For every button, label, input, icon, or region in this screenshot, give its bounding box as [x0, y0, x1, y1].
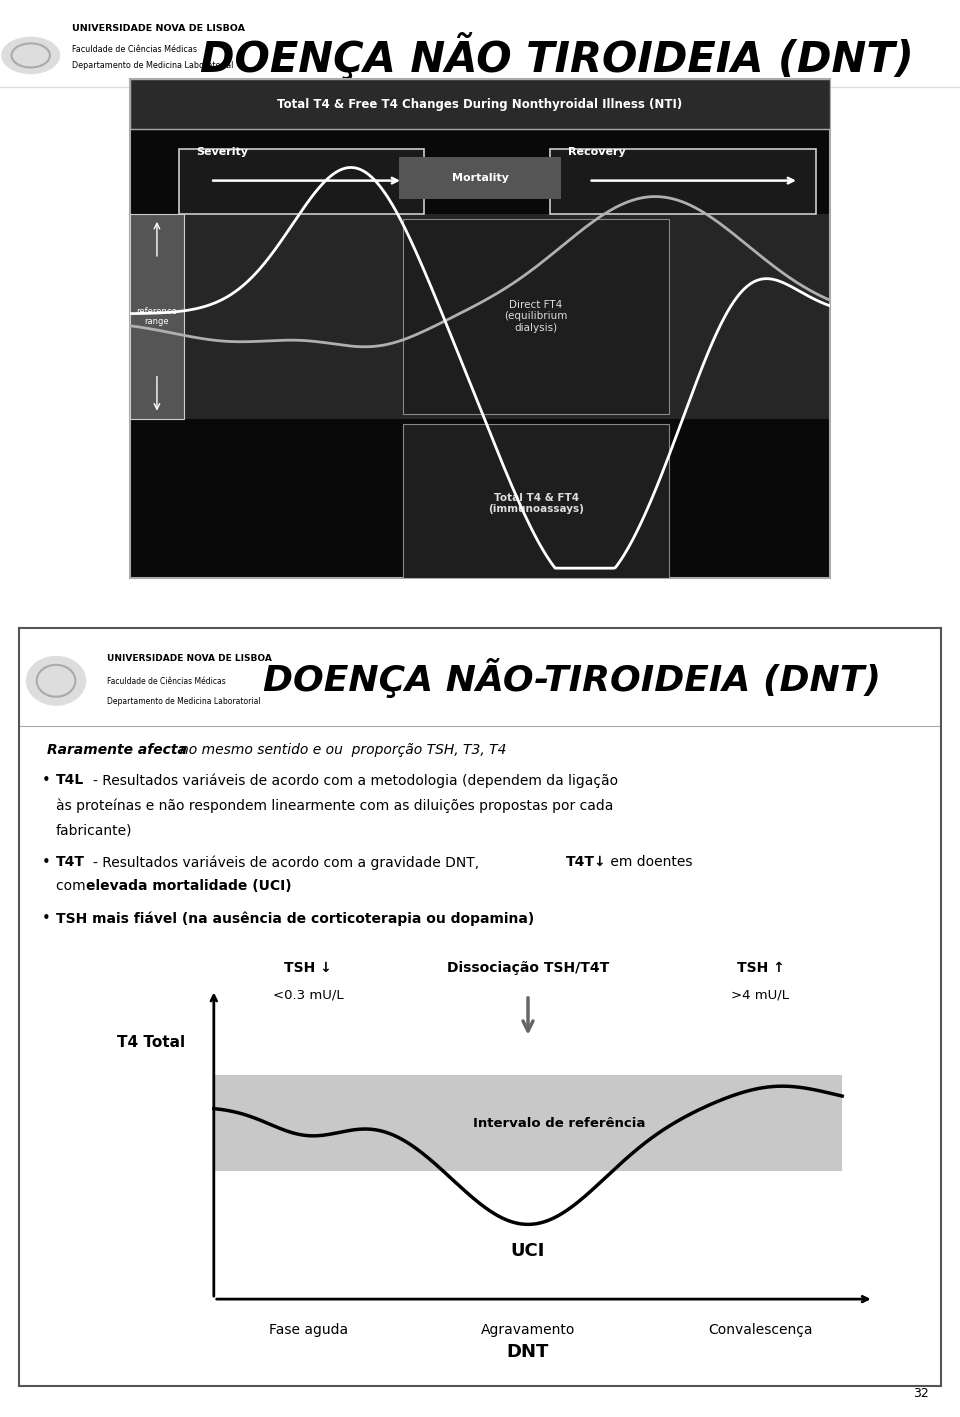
Circle shape	[2, 37, 60, 74]
Text: Total T4 & FT4
(immunoassays): Total T4 & FT4 (immunoassays)	[488, 493, 584, 514]
Text: Faculdade de Ciências Médicas: Faculdade de Ciências Médicas	[107, 677, 226, 686]
Text: - Resultados variáveis de acordo com a gravidade DNT,: - Resultados variáveis de acordo com a g…	[93, 854, 484, 870]
Text: Convalescença: Convalescença	[708, 1323, 813, 1338]
Text: DNT: DNT	[507, 1343, 549, 1362]
Text: Mortality: Mortality	[451, 173, 509, 183]
Text: Agravamento: Agravamento	[481, 1323, 575, 1338]
Text: TSH ↑: TSH ↑	[736, 961, 784, 975]
Text: DOENÇA NÃO TIROIDEIA (DNT): DOENÇA NÃO TIROIDEIA (DNT)	[200, 33, 914, 81]
Text: às proteínas e não respondem linearmente com as diluições propostas por cada: às proteínas e não respondem linearmente…	[56, 798, 613, 813]
Text: em doentes: em doentes	[607, 854, 693, 869]
Text: 32: 32	[914, 1387, 929, 1400]
FancyBboxPatch shape	[550, 149, 816, 214]
Text: com: com	[56, 880, 90, 894]
Text: T4T: T4T	[56, 854, 85, 869]
Text: Departamento de Medicina Laboratorial: Departamento de Medicina Laboratorial	[107, 697, 260, 707]
Text: <0.3 mU/L: <0.3 mU/L	[273, 989, 344, 1002]
Text: T4L: T4L	[56, 774, 84, 788]
Text: •: •	[42, 774, 56, 788]
Bar	[214, 1076, 842, 1170]
Text: Total T4 & Free T4 Changes During Nonthyroidal Illness (NTI): Total T4 & Free T4 Changes During Nonthy…	[277, 98, 683, 111]
Text: •: •	[42, 854, 56, 870]
FancyBboxPatch shape	[399, 157, 561, 198]
Text: - Resultados variáveis de acordo com a metodologia (dependem da ligação: - Resultados variáveis de acordo com a m…	[93, 774, 618, 788]
Text: Fase aguda: Fase aguda	[269, 1323, 348, 1338]
Text: Recovery: Recovery	[567, 147, 625, 157]
Text: UNIVERSIDADE NOVA DE LISBOA: UNIVERSIDADE NOVA DE LISBOA	[72, 24, 245, 33]
Text: Raramente afecta: Raramente afecta	[47, 743, 187, 757]
Text: UNIVERSIDADE NOVA DE LISBOA: UNIVERSIDADE NOVA DE LISBOA	[107, 655, 272, 663]
Text: DOENÇA NÃO-TIROIDEIA (DNT): DOENÇA NÃO-TIROIDEIA (DNT)	[263, 657, 881, 699]
Text: no mesmo sentido e ou  proporção TSH, T3, T4: no mesmo sentido e ou proporção TSH, T3,…	[180, 743, 507, 757]
Text: TSH mais fiável (na ausência de corticoterapia ou dopamina): TSH mais fiável (na ausência de corticot…	[56, 911, 535, 925]
Text: reference
range: reference range	[136, 306, 178, 326]
Text: elevada mortalidade (UCI): elevada mortalidade (UCI)	[85, 880, 291, 894]
Text: T4T↓: T4T↓	[565, 854, 607, 869]
Text: Faculdade de Ciências Médicas: Faculdade de Ciências Médicas	[72, 45, 197, 54]
Text: >4 mU/L: >4 mU/L	[732, 989, 789, 1002]
Text: UCI: UCI	[511, 1243, 545, 1260]
Text: Dissociação TSH/T4T: Dissociação TSH/T4T	[446, 961, 610, 975]
Circle shape	[27, 656, 85, 706]
Text: Departamento de Medicina Laboratorial: Departamento de Medicina Laboratorial	[72, 61, 233, 71]
Bar	[130, 214, 830, 418]
Bar	[403, 220, 669, 414]
Bar	[130, 79, 830, 129]
Text: Direct FT4
(equilibrium
dialysis): Direct FT4 (equilibrium dialysis)	[504, 299, 567, 333]
Bar	[403, 424, 669, 578]
Text: T4 Total: T4 Total	[117, 1036, 185, 1050]
Bar	[130, 214, 184, 418]
Text: Intervalo de referência: Intervalo de referência	[473, 1117, 646, 1129]
Text: Severity: Severity	[196, 147, 249, 157]
FancyBboxPatch shape	[179, 149, 424, 214]
Text: fabricante): fabricante)	[56, 823, 132, 837]
Text: •: •	[42, 911, 56, 927]
Text: TSH ↓: TSH ↓	[284, 961, 332, 975]
